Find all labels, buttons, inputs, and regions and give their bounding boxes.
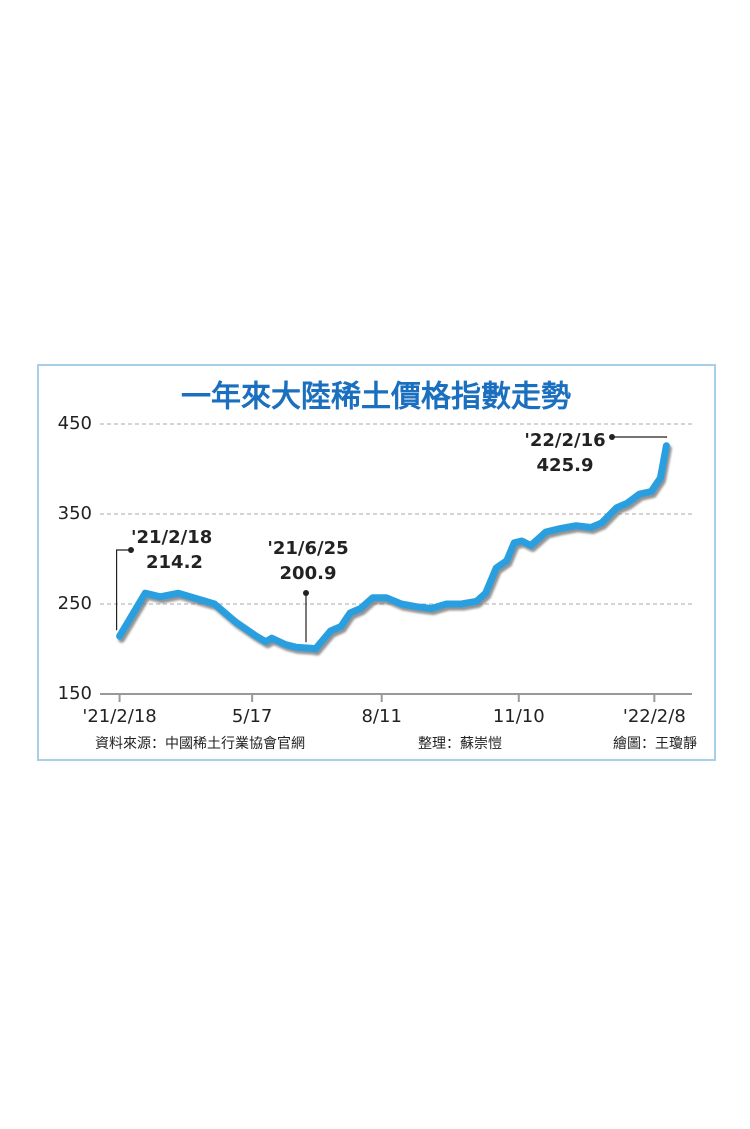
x-tick-label: '22/2/8 [623, 706, 686, 727]
source: 資料來源：中國稀土行業協會官網 [95, 736, 305, 752]
y-tick-label: 250 [58, 593, 92, 614]
x-tick-label: 8/11 [361, 706, 401, 727]
annotation-value: 200.9 [280, 563, 337, 584]
y-tick-label: 350 [58, 503, 92, 524]
annotation-date: '22/2/16 [524, 430, 605, 451]
x-tick-label: '21/2/18 [82, 706, 156, 727]
annotation-value: 214.2 [146, 552, 203, 573]
y-tick-label: 450 [58, 413, 92, 434]
leader-line [115, 549, 131, 631]
leader-dot [303, 590, 309, 596]
price-line [116, 442, 670, 653]
chart-title: 一年來大陸稀土價格指數走勢 [181, 380, 571, 415]
editor: 整理：蘇崇愷 [418, 736, 502, 752]
leader-dot [609, 434, 615, 440]
annotation-value: 425.9 [537, 455, 594, 476]
graphics: 繪圖：王瓊靜 [613, 735, 697, 752]
x-tick-label: 5/17 [232, 706, 272, 727]
y-tick-label: 150 [58, 683, 92, 704]
leader-dot [128, 547, 134, 553]
leader-line [612, 436, 667, 438]
annotation-date: '21/6/25 [267, 538, 348, 559]
annotation-date: '21/2/18 [131, 527, 212, 548]
x-tick-label: 11/10 [493, 706, 545, 727]
